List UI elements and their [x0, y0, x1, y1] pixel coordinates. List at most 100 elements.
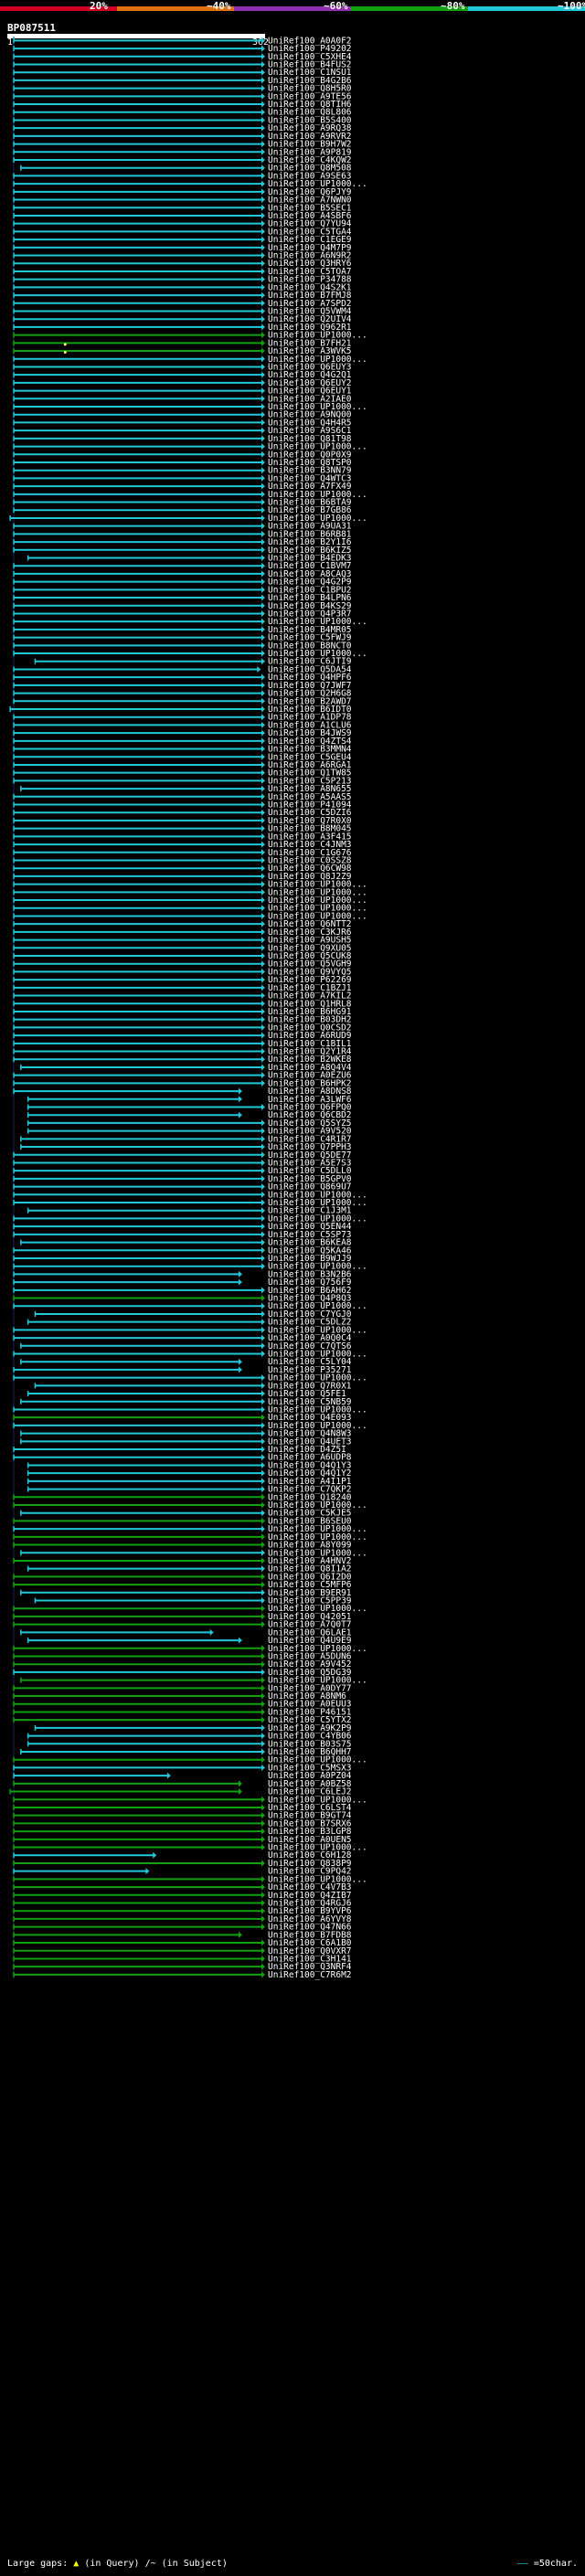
- hit-label[interactable]: UniRef100_B3LGP8: [268, 1827, 352, 1837]
- hit-label[interactable]: UniRef100_B6HG91: [268, 1007, 352, 1017]
- hit-label[interactable]: UniRef100_Q5CUK8: [268, 951, 352, 961]
- hit-label[interactable]: UniRef100_Q6NTT2: [268, 919, 352, 929]
- hit-label[interactable]: UniRef100_Q81T98: [268, 434, 352, 444]
- hit-label[interactable]: UniRef100_Q4ZIB7: [268, 1891, 352, 1901]
- hit-label[interactable]: UniRef100_UP1000...: [268, 514, 367, 524]
- hit-label[interactable]: UniRef100_Q5FE1: [268, 1389, 346, 1399]
- hit-label[interactable]: UniRef100_UP1000...: [268, 1755, 367, 1765]
- hit-label[interactable]: UniRef100_Q4RGJ6: [268, 1898, 352, 1908]
- hit-label[interactable]: UniRef100_C7R6M2: [268, 1970, 352, 1980]
- hit-label[interactable]: UniRef100_B6QHH7: [268, 1747, 352, 1757]
- hit-label[interactable]: UniRef100_C1EGE9: [268, 235, 352, 245]
- hit-label[interactable]: UniRef100_Q756F9: [268, 1277, 352, 1288]
- hit-label[interactable]: UniRef100_Q4G2Q1: [268, 370, 352, 380]
- hit-label[interactable]: UniRef100_UP1000...: [268, 402, 367, 412]
- hit-label[interactable]: UniRef100_C3KJR6: [268, 928, 352, 938]
- hit-label[interactable]: UniRef100_A2IAE0: [268, 394, 352, 404]
- hit-label[interactable]: UniRef100_Q6FPQ0: [268, 1102, 352, 1112]
- hit-label[interactable]: UniRef100_UP1000...: [268, 1795, 367, 1805]
- hit-label[interactable]: UniRef100_UP1000...: [268, 1325, 367, 1335]
- hit-label[interactable]: UniRef100_Q4S2K1: [268, 282, 352, 292]
- hit-label[interactable]: UniRef100_A9RQ38: [268, 123, 352, 133]
- hit-label[interactable]: UniRef100_A3F415: [268, 832, 352, 842]
- hit-label[interactable]: UniRef100_A9TE56: [268, 91, 352, 101]
- hit-label[interactable]: UniRef100_B9H7W2: [268, 140, 352, 150]
- hit-label[interactable]: UniRef100_Q0P0X9: [268, 450, 352, 460]
- hit-label[interactable]: UniRef100_Q42051: [268, 1612, 352, 1622]
- hit-label[interactable]: UniRef100_B5GPV0: [268, 1174, 352, 1184]
- hit-label[interactable]: UniRef100_B4FUS2: [268, 59, 352, 69]
- hit-label[interactable]: UniRef100_Q9XU05: [268, 943, 352, 953]
- hit-label[interactable]: UniRef100_C7QKP2: [268, 1485, 352, 1495]
- hit-label[interactable]: UniRef100_A9P819: [268, 147, 352, 157]
- hit-label[interactable]: UniRef100_Q2UIV4: [268, 314, 352, 324]
- hit-label[interactable]: UniRef100_Q6EUY3: [268, 362, 352, 372]
- hit-label[interactable]: UniRef100_A9K2P9: [268, 1723, 352, 1733]
- hit-label[interactable]: UniRef100_UP1000...: [268, 331, 367, 341]
- hit-label[interactable]: UniRef100_A6YVY8: [268, 1914, 352, 1924]
- hit-label[interactable]: UniRef100_B3NN79: [268, 466, 352, 476]
- hit-label[interactable]: UniRef100_A6RGA1: [268, 760, 352, 770]
- hit-label[interactable]: UniRef100_Q9VYQ5: [268, 967, 352, 977]
- hit-label[interactable]: UniRef100_C5FWJ9: [268, 633, 352, 643]
- hit-label[interactable]: UniRef100_UP1000...: [268, 1198, 367, 1208]
- hit-label[interactable]: UniRef100_Q1TW85: [268, 769, 352, 779]
- hit-label[interactable]: UniRef100_C5PP39: [268, 1596, 352, 1606]
- hit-label[interactable]: UniRef100_C1J3M1: [268, 1206, 352, 1216]
- hit-label[interactable]: UniRef100_Q6CW98: [268, 864, 352, 874]
- hit-label[interactable]: UniRef100_UP1000...: [268, 1301, 367, 1311]
- hit-label[interactable]: UniRef100_Q3NRF4: [268, 1962, 352, 1972]
- hit-label[interactable]: UniRef100_UP1000...: [268, 1604, 367, 1614]
- hit-label[interactable]: UniRef100_B03S75: [268, 1739, 352, 1749]
- hit-label[interactable]: UniRef100_B6HPK2: [268, 1078, 352, 1088]
- hit-label[interactable]: UniRef100_C1G676: [268, 848, 352, 858]
- hit-label[interactable]: UniRef100_Q4G2P9: [268, 578, 352, 588]
- hit-label[interactable]: UniRef100_A0DY77: [268, 1683, 352, 1693]
- hit-label[interactable]: UniRef100_B8M045: [268, 824, 352, 834]
- hit-label[interactable]: UniRef100_P49202: [268, 44, 352, 54]
- hit-label[interactable]: UniRef100_A6N9R2: [268, 251, 352, 261]
- hit-label[interactable]: UniRef100_C5TOA7: [268, 267, 352, 277]
- hit-label[interactable]: UniRef100_B4EDK3: [268, 554, 352, 564]
- hit-label[interactable]: UniRef100_Q5EN44: [268, 1222, 352, 1232]
- hit-label[interactable]: UniRef100_A6RUD9: [268, 1031, 352, 1041]
- hit-label[interactable]: UniRef100_UP1000...: [268, 1532, 367, 1542]
- hit-label[interactable]: UniRef100_Q18240: [268, 1492, 352, 1502]
- hit-label[interactable]: UniRef100_UP1000...: [268, 1405, 367, 1415]
- hit-label[interactable]: UniRef100_A7KIL2: [268, 991, 352, 1002]
- hit-label[interactable]: UniRef100_A5DUN6: [268, 1651, 352, 1661]
- hit-label[interactable]: UniRef100_B4JWS9: [268, 728, 352, 738]
- hit-label[interactable]: UniRef100_C4KQW2: [268, 155, 352, 165]
- hit-label[interactable]: UniRef100_Q4UET3: [268, 1436, 352, 1447]
- hit-label[interactable]: UniRef100_UP1000...: [268, 1500, 367, 1511]
- hit-label[interactable]: UniRef100_C5LY04: [268, 1357, 352, 1367]
- hit-label[interactable]: UniRef100_A8DNS8: [268, 1087, 352, 1097]
- hit-label[interactable]: UniRef100_A0EZU6: [268, 1071, 352, 1081]
- hit-label[interactable]: UniRef100_C1BIL1: [268, 1039, 352, 1049]
- hit-label[interactable]: UniRef100_B7FH21: [268, 338, 352, 348]
- hit-label[interactable]: UniRef100_Q8L806: [268, 108, 352, 118]
- hit-label[interactable]: UniRef100_C5YTX2: [268, 1715, 352, 1725]
- hit-label[interactable]: UniRef100_C1NSU1: [268, 68, 352, 78]
- hit-label[interactable]: UniRef100_UP1000...: [268, 649, 367, 659]
- hit-label[interactable]: UniRef100_A3LWF6: [268, 1095, 352, 1105]
- hit-label[interactable]: UniRef100_A9RVR2: [268, 132, 352, 142]
- hit-label[interactable]: UniRef100_A4I1P1: [268, 1477, 352, 1487]
- hit-label[interactable]: UniRef100_UP1000...: [268, 896, 367, 906]
- hit-label[interactable]: UniRef100_B9WJJ9: [268, 1254, 352, 1264]
- hit-label[interactable]: UniRef100_C5KJE5: [268, 1509, 352, 1519]
- hit-label[interactable]: UniRef100_C5DZI6: [268, 808, 352, 818]
- hit-label[interactable]: UniRef100_B2WKE8: [268, 1055, 352, 1065]
- hit-label[interactable]: UniRef100_A8Q4V4: [268, 1063, 352, 1073]
- hit-label[interactable]: UniRef100_Q8H5R0: [268, 84, 352, 94]
- hit-label[interactable]: UniRef100_B7FDB8: [268, 1930, 352, 1940]
- hit-label[interactable]: UniRef100_Q4WTC3: [268, 473, 352, 483]
- hit-label[interactable]: UniRef100_Q7PPH3: [268, 1142, 352, 1152]
- hit-label[interactable]: UniRef100_UP1000...: [268, 880, 367, 890]
- hit-label[interactable]: UniRef100_C1BPU2: [268, 585, 352, 595]
- hit-label[interactable]: UniRef100_Q8M508: [268, 164, 352, 174]
- hit-label[interactable]: UniRef100_A8NM6: [268, 1691, 346, 1701]
- hit-label[interactable]: UniRef100_Q7YU94: [268, 219, 352, 229]
- hit-label[interactable]: UniRef100_C5P213: [268, 776, 352, 786]
- hit-label[interactable]: UniRef100_Q4HPF6: [268, 673, 352, 683]
